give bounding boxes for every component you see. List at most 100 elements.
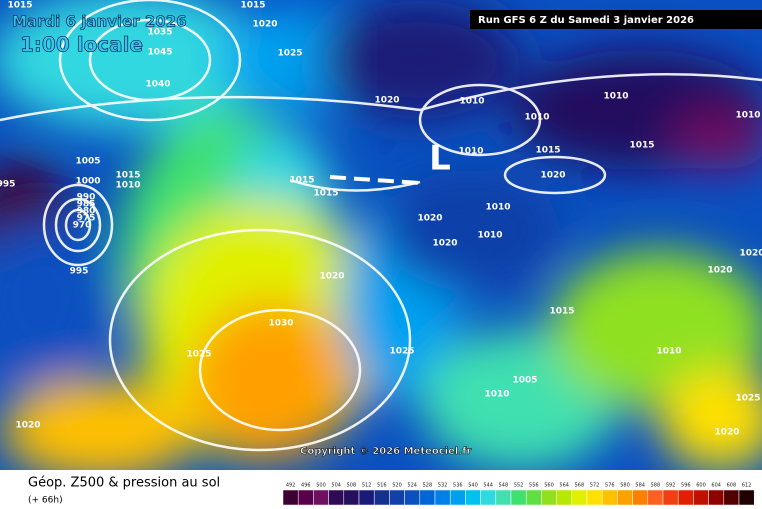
scale-label: 500 <box>316 483 326 489</box>
isobar-label: 1020 <box>739 249 762 259</box>
scale-swatch <box>465 489 481 506</box>
isobar-label: 1030 <box>268 319 293 329</box>
isobar-label: 1015 <box>535 146 560 156</box>
isobar-label: 1020 <box>374 96 399 106</box>
isobar-label: 995 <box>0 180 15 190</box>
scale-swatch <box>541 489 557 506</box>
isobar-label: 980 <box>77 207 96 217</box>
scale-label: 564 <box>559 483 569 489</box>
isobar-label: 1015 <box>289 176 314 186</box>
time: 1:00 locale <box>20 33 143 57</box>
isobar-label: 1010 <box>458 147 483 157</box>
scale-label: 548 <box>499 483 509 489</box>
scale-label: 516 <box>377 483 387 489</box>
scale-swatch <box>738 489 755 506</box>
isobar-label: 1010 <box>735 111 760 121</box>
isobar-label: 1045 <box>147 48 172 58</box>
scale-swatch <box>571 489 588 506</box>
isobar-label: 985 <box>77 200 96 210</box>
scale-label: 572 <box>590 483 600 489</box>
scale-label: 568 <box>575 483 585 489</box>
scale-label: 608 <box>727 483 737 489</box>
isobar-label: 1040 <box>145 80 170 90</box>
isobar-label: 1015 <box>313 189 338 199</box>
isobar-label: 1020 <box>417 214 442 224</box>
scale-swatch <box>389 489 405 506</box>
isobar-label: 1020 <box>714 428 739 438</box>
scale-label: 556 <box>529 483 539 489</box>
run-box <box>470 10 762 29</box>
isobars <box>0 0 762 452</box>
scale-label: 520 <box>392 483 402 489</box>
isobar-label: 1015 <box>629 141 654 151</box>
isobar-label: 970 <box>73 221 92 231</box>
scale-label: 524 <box>407 483 417 489</box>
scale-label: 508 <box>347 483 357 489</box>
scale-label: 584 <box>635 483 645 489</box>
isobar-label: 1015 <box>7 1 32 11</box>
scale-swatch <box>510 489 527 506</box>
scale-swatch <box>434 489 451 506</box>
scale-swatch <box>525 489 542 506</box>
isobar-label: 1025 <box>186 350 211 360</box>
scale-label: 492 <box>286 483 296 489</box>
scale-label: 604 <box>711 483 721 489</box>
scale-swatch <box>556 489 573 506</box>
scale-label: 600 <box>696 483 706 489</box>
isobar-label: 990 <box>77 193 96 203</box>
isobar-label: 975 <box>77 214 96 224</box>
scale-swatch <box>282 489 299 506</box>
scale-swatch <box>632 489 649 506</box>
scale-swatch <box>297 489 314 506</box>
scale-swatch <box>586 489 603 506</box>
scale-swatch <box>373 489 390 506</box>
isobar-label: 1005 <box>75 157 100 167</box>
isobar-label: 1025 <box>389 347 414 357</box>
scale-swatch <box>647 489 664 506</box>
run-info: Run GFS 6 Z du Samedi 3 janvier 2026 <box>478 15 694 26</box>
footer-subtitle: (+ 66h) <box>28 496 63 506</box>
isobar-label: 1020 <box>707 266 732 276</box>
scale-swatch <box>617 489 633 506</box>
isobar-label: 1005 <box>512 376 537 386</box>
isobar-label: 1010 <box>477 231 502 241</box>
scale-label: 588 <box>651 483 661 489</box>
scale-label: 512 <box>362 483 372 489</box>
isobar-label: 1010 <box>603 92 628 102</box>
isobar-label: 1020 <box>540 171 565 181</box>
scale-swatch <box>662 489 679 506</box>
scale-swatch <box>343 489 360 506</box>
isobar-label: 1010 <box>115 181 140 191</box>
isobar-label: 1010 <box>484 390 509 400</box>
scale-label: 536 <box>453 483 463 489</box>
isobar-label: 1015 <box>240 1 265 11</box>
scale-swatch <box>419 489 436 506</box>
scale-swatch <box>404 489 421 506</box>
scale-swatch <box>723 489 740 506</box>
isobar-label: 1000 <box>75 177 100 187</box>
scale-label: 532 <box>438 483 448 489</box>
isobar-label: 1020 <box>319 272 344 282</box>
scale-swatch <box>708 489 725 506</box>
scale-swatch <box>328 489 345 506</box>
scale-label: 560 <box>544 483 554 489</box>
scale-label: 544 <box>483 483 493 489</box>
scale-swatch <box>677 489 694 506</box>
isobar-label: 1015 <box>549 307 574 317</box>
isobar-label: 1025 <box>277 49 302 59</box>
scale-label: 552 <box>514 483 524 489</box>
isobar-label: 1010 <box>485 203 510 213</box>
scale-label: 528 <box>423 483 433 489</box>
scale-swatch <box>480 489 497 506</box>
scale-swatch <box>693 489 709 506</box>
scale-swatch <box>358 489 375 506</box>
isobar-label: 1015 <box>115 171 140 181</box>
scale-swatch <box>495 489 512 506</box>
isobar-label: 1010 <box>656 347 681 357</box>
scale-label: 612 <box>742 483 752 489</box>
isobar-label: 1020 <box>252 20 277 30</box>
front <box>329 175 421 185</box>
low-marker: L <box>429 139 451 179</box>
